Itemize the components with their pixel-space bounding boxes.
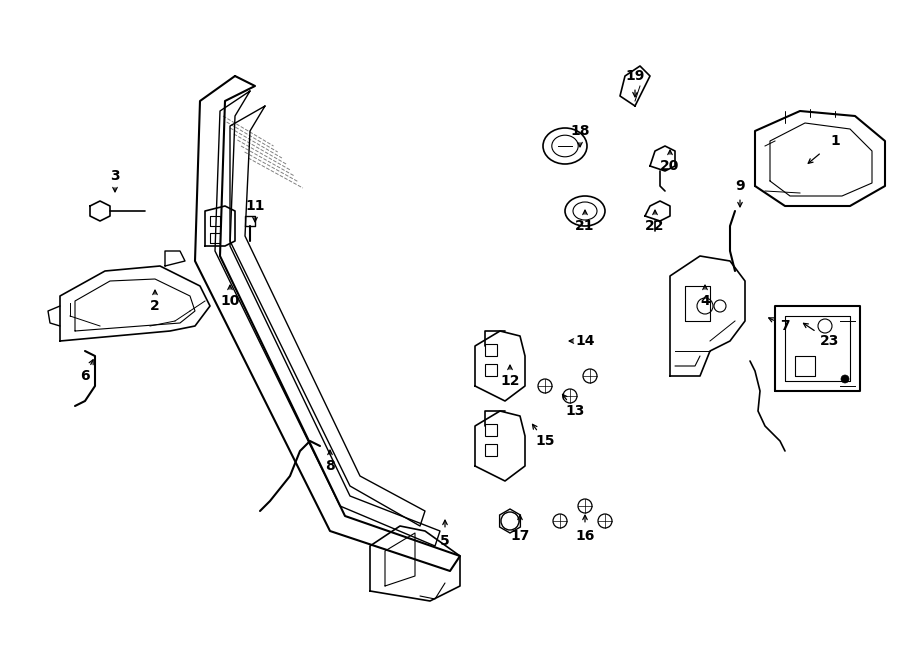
- Bar: [485, 444, 497, 456]
- Text: 20: 20: [661, 159, 680, 173]
- Text: 7: 7: [780, 319, 790, 333]
- Text: 21: 21: [575, 219, 595, 233]
- Bar: [485, 364, 497, 376]
- Text: 22: 22: [645, 219, 665, 233]
- Text: 1: 1: [830, 134, 840, 148]
- Text: 5: 5: [440, 534, 450, 548]
- Text: 9: 9: [735, 179, 745, 193]
- Text: 11: 11: [245, 199, 265, 213]
- Bar: [485, 424, 497, 436]
- Text: 13: 13: [565, 404, 585, 418]
- Circle shape: [841, 375, 849, 383]
- Text: 17: 17: [510, 529, 530, 543]
- Text: 2: 2: [150, 299, 160, 313]
- Text: 10: 10: [220, 294, 239, 308]
- Bar: [485, 344, 497, 356]
- Text: 4: 4: [700, 294, 710, 308]
- Text: 12: 12: [500, 374, 520, 388]
- Text: 23: 23: [820, 334, 840, 348]
- Text: 14: 14: [575, 334, 595, 348]
- Text: 3: 3: [110, 169, 120, 183]
- Text: 8: 8: [325, 459, 335, 473]
- Text: 18: 18: [571, 124, 590, 138]
- Text: 16: 16: [575, 529, 595, 543]
- Text: 15: 15: [536, 434, 554, 448]
- Text: 19: 19: [626, 69, 644, 83]
- Text: 6: 6: [80, 369, 90, 383]
